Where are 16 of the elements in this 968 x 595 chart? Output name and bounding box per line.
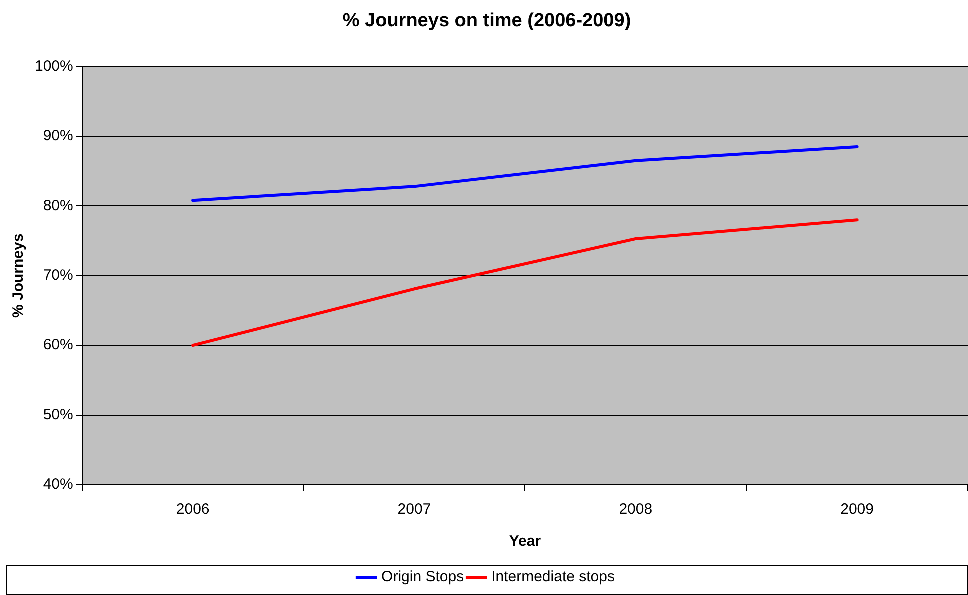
x-tick-label: 2008: [619, 501, 653, 518]
y-tick-label: 50%: [43, 406, 74, 424]
x-tick-label: 2007: [398, 501, 432, 518]
y-tick-label: 60%: [43, 336, 74, 354]
legend-label: Intermediate stops: [492, 568, 615, 586]
y-axis-title: % Journeys: [10, 234, 28, 318]
x-tick-label: 2006: [176, 501, 210, 518]
x-tick-label: 2009: [840, 501, 874, 518]
y-tick-label: 100%: [34, 58, 74, 75]
y-tick-label: 90%: [43, 128, 74, 145]
y-tick-label: 80%: [43, 197, 74, 214]
y-tick-label: 70%: [43, 267, 74, 284]
x-axis-title: Year: [509, 533, 542, 550]
legend-label: Origin Stops: [382, 568, 464, 586]
y-tick-label: 40%: [43, 476, 74, 494]
chart-title: % Journeys on time (2006-2009): [342, 10, 632, 32]
